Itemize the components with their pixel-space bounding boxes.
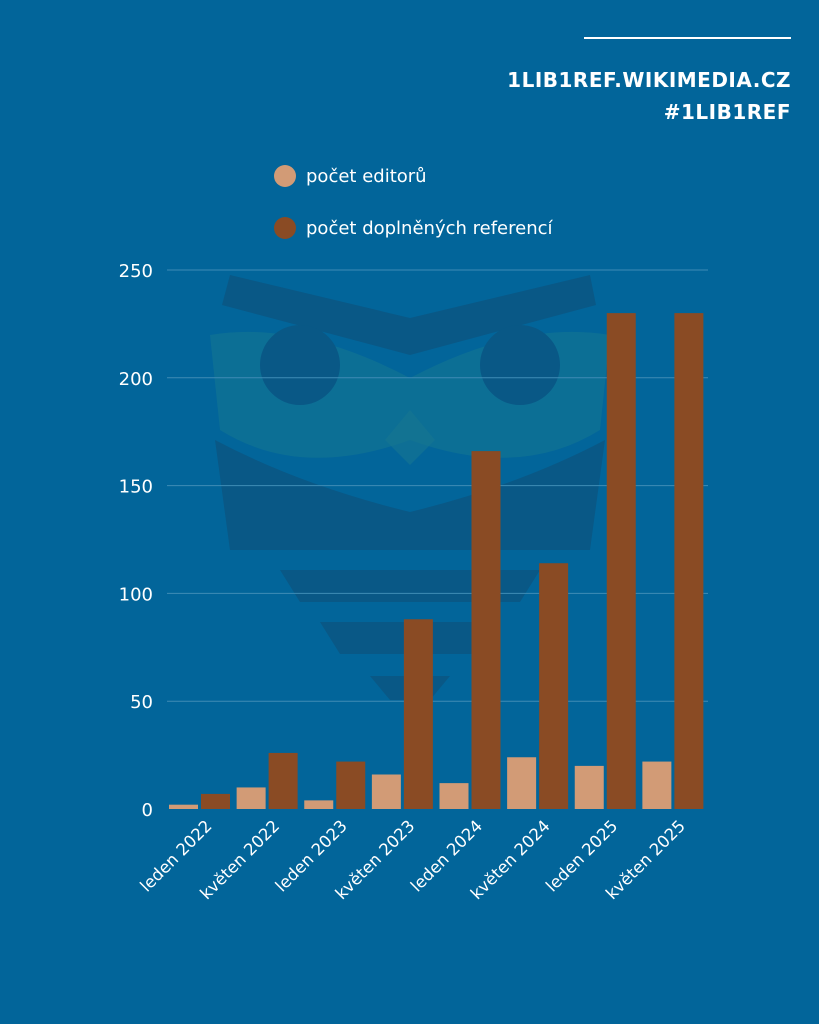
bar-references bbox=[606, 313, 636, 809]
bar-references bbox=[674, 313, 704, 809]
y-axis-ticks: 0 50 100 150 200 250 bbox=[119, 261, 153, 821]
bars bbox=[169, 313, 704, 809]
bar-editors bbox=[371, 774, 401, 809]
bar-references bbox=[403, 619, 433, 809]
site-url: 1LIB1REF.WIKIMEDIA.CZ bbox=[507, 68, 791, 92]
bar-references bbox=[539, 563, 569, 809]
y-tick-label: 250 bbox=[119, 261, 153, 282]
legend-swatch-editors bbox=[274, 165, 296, 187]
y-tick-label: 100 bbox=[119, 584, 153, 605]
legend-label-references: počet doplněných referencí bbox=[306, 217, 553, 239]
bar-editors bbox=[642, 761, 672, 809]
bar-editors bbox=[507, 757, 537, 809]
bar-references bbox=[268, 752, 298, 809]
y-tick-label: 50 bbox=[130, 692, 153, 713]
y-tick-label: 150 bbox=[119, 477, 153, 498]
bar-references bbox=[471, 451, 501, 809]
legend: počet editorů počet doplněných referencí bbox=[274, 162, 553, 266]
header: 1LIB1REF.WIKIMEDIA.CZ #1LIB1REF bbox=[507, 64, 791, 128]
legend-item-references: počet doplněných referencí bbox=[274, 214, 553, 242]
y-tick-label: 0 bbox=[142, 800, 153, 821]
bar-editors bbox=[236, 787, 266, 809]
bar-references bbox=[336, 761, 366, 809]
legend-label-editors: počet editorů bbox=[306, 165, 427, 187]
header-rule bbox=[584, 37, 791, 39]
bar-editors bbox=[574, 765, 604, 809]
legend-swatch-references bbox=[274, 217, 296, 239]
y-tick-label: 200 bbox=[119, 369, 153, 390]
bar-references bbox=[201, 793, 230, 809]
bar-editors bbox=[439, 783, 469, 809]
bar-editors bbox=[304, 800, 334, 809]
bar-editors bbox=[169, 804, 198, 809]
legend-item-editors: počet editorů bbox=[274, 162, 553, 190]
hashtag: #1LIB1REF bbox=[663, 100, 791, 124]
owl-watermark bbox=[210, 275, 610, 700]
